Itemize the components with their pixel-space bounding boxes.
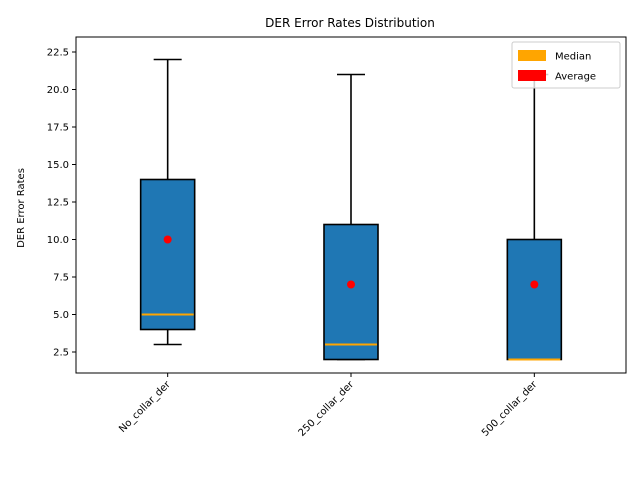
y-tick-label: 5.0 <box>53 310 69 321</box>
plot-area: 2.5 5.0 7.5 10.0 12.5 15.0 17.5 20.0 22.5 No_coll… <box>47 36 627 439</box>
x-tick-label: 500_collar_der <box>480 379 540 439</box>
mean-marker <box>347 280 355 289</box>
x-tick-label: No_collar_der <box>117 379 173 435</box>
y-axis-label: DER Error Rates <box>16 168 27 248</box>
y-tick-label: 15.0 <box>47 160 69 171</box>
y-tick-label: 12.5 <box>47 198 69 209</box>
x-tick-label: 250_collar_der <box>297 379 357 439</box>
y-tick-label: 22.5 <box>47 48 69 59</box>
box-group <box>139 58 196 346</box>
box-body <box>506 238 563 361</box>
box-body <box>139 178 196 331</box>
mean-marker <box>530 280 539 289</box>
y-tick-label: 2.5 <box>53 348 69 359</box>
box-body <box>323 223 379 361</box>
box-group <box>506 73 563 361</box>
y-tick-label: 20.0 <box>47 85 69 96</box>
y-tick-label: 10.0 <box>47 235 69 246</box>
y-tick-label: 7.5 <box>53 273 69 284</box>
legend-swatch <box>518 70 546 81</box>
mean-marker <box>163 235 172 244</box>
legend-label: Average <box>555 72 596 83</box>
legend-swatch <box>518 50 546 61</box>
legend: Median Average <box>511 41 621 89</box>
box-group <box>323 73 379 361</box>
legend-label: Median <box>555 52 591 63</box>
chart-title: DER Error Rates Distribution <box>265 16 435 30</box>
y-tick-label: 17.5 <box>47 123 69 134</box>
